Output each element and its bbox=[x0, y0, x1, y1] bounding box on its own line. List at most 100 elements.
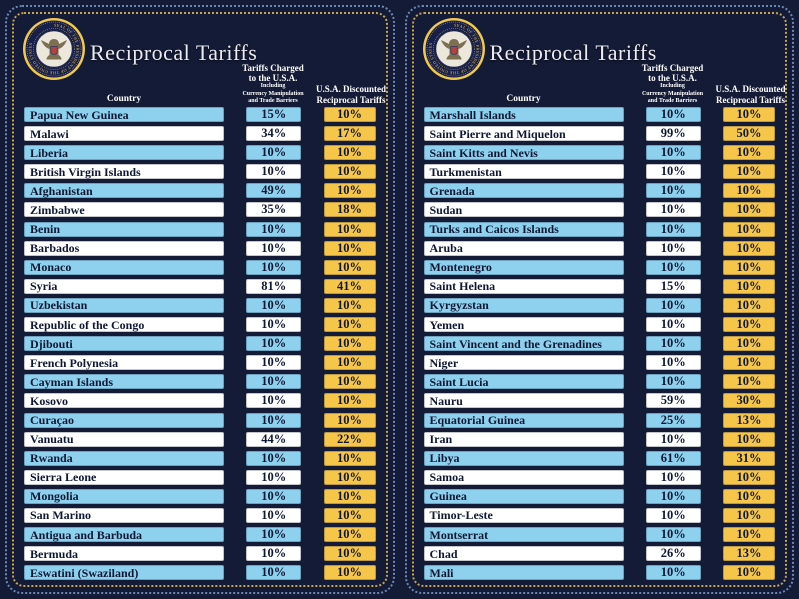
charged-tariff-cell: 81% bbox=[246, 278, 302, 294]
country-cell: Niger bbox=[423, 355, 624, 371]
presidential-seal-icon: SEAL OF THE PRESIDENT OF THE UNITED STAT… bbox=[422, 18, 485, 80]
charged-tariff-cell: 10% bbox=[645, 145, 701, 161]
discounted-tariff-cell: 10% bbox=[723, 202, 775, 218]
discounted-tariff-cell: 17% bbox=[323, 126, 376, 142]
charged-tariff-cell: 10% bbox=[645, 527, 701, 543]
country-cell: British Virgin Islands bbox=[24, 164, 224, 180]
country-cell: Saint Vincent and the Grenadines bbox=[423, 336, 624, 352]
discounted-tariff-cell: 10% bbox=[323, 107, 376, 122]
discounted-column-header: U.S.A. Discounted Reciprocal Tariffs bbox=[315, 84, 386, 105]
country-cell: Turkmenistan bbox=[423, 164, 624, 180]
discounted-column-header: U.S.A. Discounted Reciprocal Tariffs bbox=[715, 84, 786, 105]
country-cell: Equatorial Guinea bbox=[423, 412, 624, 428]
charged-tariff-cell: 10% bbox=[645, 355, 701, 371]
charged-column-header: Tariffs Charged to the U.S.A. Including … bbox=[641, 62, 704, 104]
country-column-header: Country bbox=[506, 94, 541, 105]
charged-tariff-cell: 10% bbox=[246, 507, 302, 523]
panel-title: Reciprocal Tariffs bbox=[90, 40, 258, 65]
charged-tariff-cell: 25% bbox=[645, 412, 701, 428]
table-row: Equatorial Guinea 25% 13% bbox=[423, 412, 775, 428]
country-cell: Mongolia bbox=[24, 488, 224, 504]
table-row: Montenegro 10% 10% bbox=[423, 259, 775, 275]
discounted-tariff-cell: 10% bbox=[723, 469, 775, 485]
discounted-tariff-cell: 18% bbox=[323, 202, 376, 218]
discounted-tariff-cell: 10% bbox=[723, 317, 775, 333]
discounted-tariff-cell: 10% bbox=[323, 469, 376, 485]
country-cell: Malawi bbox=[24, 126, 224, 142]
country-cell: San Marino bbox=[24, 507, 224, 523]
discounted-tariff-cell: 10% bbox=[323, 317, 376, 333]
discounted-tariff-cell: 10% bbox=[723, 488, 775, 504]
table-row: Rwanda 10% 10% bbox=[24, 450, 376, 466]
charged-tariff-cell: 10% bbox=[645, 469, 701, 485]
tariff-panel-right: SEAL OF THE PRESIDENT OF THE UNITED STAT… bbox=[399, 0, 799, 599]
discounted-tariff-cell: 10% bbox=[723, 259, 775, 275]
country-cell: Montenegro bbox=[423, 259, 624, 275]
discounted-tariff-cell: 10% bbox=[323, 259, 376, 275]
charged-tariff-cell: 59% bbox=[645, 393, 701, 409]
discounted-tariff-cell: 10% bbox=[323, 183, 376, 199]
table-row: Niger 10% 10% bbox=[423, 355, 775, 371]
charged-tariff-cell: 26% bbox=[645, 546, 701, 562]
charged-tariff-cell: 99% bbox=[645, 126, 701, 142]
charged-tariff-cell: 10% bbox=[246, 240, 302, 256]
discounted-tariff-cell: 10% bbox=[723, 507, 775, 523]
table-row: Antigua and Barbuda 10% 10% bbox=[24, 527, 376, 543]
table-row: Afghanistan 49% 10% bbox=[24, 183, 376, 199]
charged-tariff-cell: 10% bbox=[645, 297, 701, 313]
discounted-tariff-cell: 10% bbox=[723, 297, 775, 313]
country-cell: Antigua and Barbuda bbox=[24, 527, 224, 543]
charged-tariff-cell: 10% bbox=[246, 259, 302, 275]
country-cell: Vanuatu bbox=[24, 431, 224, 447]
country-cell: Zimbabwe bbox=[24, 202, 224, 218]
discounted-tariff-cell: 10% bbox=[723, 145, 775, 161]
country-cell: Mali bbox=[423, 565, 624, 581]
table-row: San Marino 10% 10% bbox=[24, 507, 376, 523]
charged-tariff-cell: 10% bbox=[246, 374, 302, 390]
charged-tariff-cell: 34% bbox=[246, 126, 302, 142]
charged-tariff-cell: 10% bbox=[645, 107, 701, 122]
table-row: Curaçao 10% 10% bbox=[24, 412, 376, 428]
charged-tariff-cell: 15% bbox=[645, 278, 701, 294]
discounted-tariff-cell: 10% bbox=[723, 336, 775, 352]
discounted-tariff-cell: 13% bbox=[723, 412, 775, 428]
country-cell: Aruba bbox=[423, 240, 624, 256]
table-row: Bermuda 10% 10% bbox=[24, 546, 376, 562]
table-row: Mongolia 10% 10% bbox=[24, 488, 376, 504]
discounted-tariff-cell: 10% bbox=[323, 374, 376, 390]
discounted-tariff-cell: 10% bbox=[323, 450, 376, 466]
country-cell: Turks and Caicos Islands bbox=[423, 221, 624, 237]
table-row: Iran 10% 10% bbox=[423, 431, 775, 447]
charged-tariff-cell: 10% bbox=[246, 164, 302, 180]
charged-tariff-cell: 10% bbox=[246, 297, 302, 313]
panel-title: Reciprocal Tariffs bbox=[489, 40, 657, 65]
country-cell: Saint Lucia bbox=[423, 374, 624, 390]
charged-tariff-cell: 10% bbox=[246, 412, 302, 428]
tariff-rows-left: Papua New Guinea 15% 10% Malawi 34% 17% … bbox=[24, 107, 376, 581]
country-cell: Papua New Guinea bbox=[24, 107, 224, 122]
discounted-tariff-cell: 10% bbox=[323, 546, 376, 562]
charged-tariff-cell: 10% bbox=[645, 183, 701, 199]
table-row: Papua New Guinea 15% 10% bbox=[24, 107, 376, 122]
table-row: Samoa 10% 10% bbox=[423, 469, 775, 485]
country-cell: Uzbekistan bbox=[24, 297, 224, 313]
table-row: Timor-Leste 10% 10% bbox=[423, 507, 775, 523]
discounted-tariff-cell: 10% bbox=[323, 164, 376, 180]
discounted-tariff-cell: 10% bbox=[323, 412, 376, 428]
discounted-tariff-cell: 22% bbox=[323, 431, 376, 447]
charged-tariff-cell: 10% bbox=[645, 202, 701, 218]
country-cell: Liberia bbox=[24, 145, 224, 161]
charged-tariff-cell: 10% bbox=[645, 488, 701, 504]
discounted-tariff-cell: 10% bbox=[323, 336, 376, 352]
charged-tariff-cell: 15% bbox=[246, 107, 302, 122]
discounted-tariff-cell: 10% bbox=[723, 240, 775, 256]
table-row: French Polynesia 10% 10% bbox=[24, 355, 376, 371]
discounted-tariff-cell: 10% bbox=[323, 221, 376, 237]
discounted-tariff-cell: 10% bbox=[723, 278, 775, 294]
charged-tariff-cell: 49% bbox=[246, 183, 302, 199]
table-row: Sierra Leone 10% 10% bbox=[24, 469, 376, 485]
table-row: Marshall Islands 10% 10% bbox=[423, 107, 775, 122]
charged-tariff-cell: 10% bbox=[246, 469, 302, 485]
table-row: Syria 81% 41% bbox=[24, 278, 376, 294]
discounted-tariff-cell: 10% bbox=[723, 164, 775, 180]
